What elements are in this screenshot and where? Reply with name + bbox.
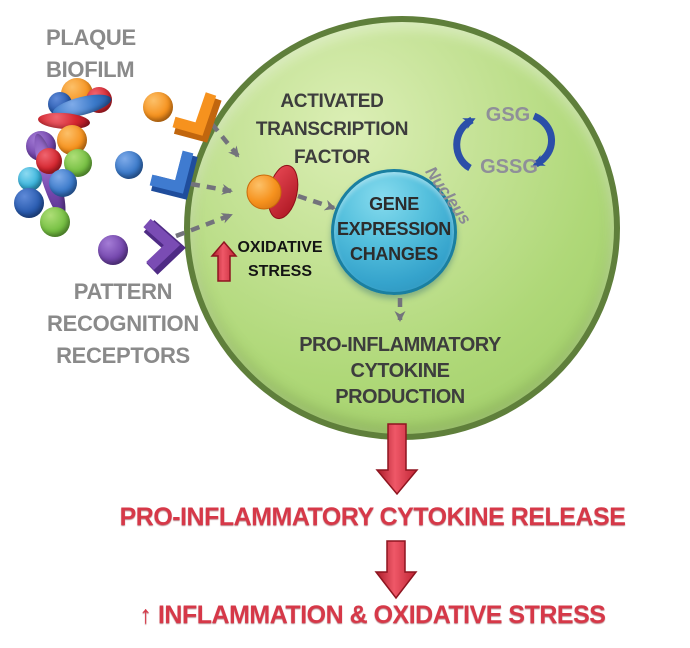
receptor-blue-icon xyxy=(149,150,198,200)
bacterium-sphere-icon xyxy=(14,188,44,218)
cytokine-production-line1: PRO-INFLAMMATORY xyxy=(299,334,501,356)
gene-expression-line2: EXPRESSION xyxy=(336,219,452,239)
ligand-purple-icon xyxy=(98,235,128,265)
signal-arrow-icons xyxy=(175,122,406,322)
receptor-orange-icon xyxy=(172,92,222,143)
transcription-factor-icon xyxy=(246,164,299,220)
inflammation-arrow-icon xyxy=(374,540,418,600)
plaque-biofilm-line1: PLAQUE xyxy=(46,25,136,50)
oxidative-stress-line1: OXIDATIVE xyxy=(237,239,323,256)
cytokine-production-line3: PRODUCTION xyxy=(335,386,465,408)
oxidative-stress-up-arrow-icon xyxy=(210,240,238,282)
atf-line2: TRANSCRIPTION xyxy=(255,119,409,140)
bacterium-sphere-icon xyxy=(18,167,42,191)
prr-line1: PATTERN xyxy=(73,279,173,304)
cytokine-production-label: PRO-INFLAMMATORY CYTOKINE PRODUCTION xyxy=(297,332,503,410)
plaque-biofilm-line2: BIOFILM xyxy=(46,57,135,82)
cytokine-release-arrow-icon xyxy=(375,423,419,496)
cytokine-release-label: PRO-INFLAMMATORY CYTOKINE RELEASE xyxy=(119,503,626,531)
receptor-purple-icon xyxy=(143,218,186,275)
oxidative-stress-line2: STRESS xyxy=(247,263,312,280)
gene-expression-line3: CHANGES xyxy=(350,244,438,264)
oxidative-stress-label: OXIDATIVE STRESS xyxy=(234,236,326,284)
ligand-orange-icon xyxy=(143,92,173,122)
gsg-label: GSG xyxy=(485,104,531,126)
prr-line2: RECOGNITION xyxy=(47,311,199,336)
gene-expression-line1: GENE xyxy=(369,194,419,214)
ligand-blue-icon xyxy=(115,151,143,179)
inflammation-oxidative-stress-label: ↑ INFLAMMATION & OXIDATIVE STRESS xyxy=(139,601,606,629)
atf-line1: ACTIVATED xyxy=(280,91,384,112)
cytokine-production-line2: CYTOKINE xyxy=(350,360,450,382)
activated-transcription-factor-label: ACTIVATED TRANSCRIPTION FACTOR xyxy=(227,88,437,172)
nucleus-circle xyxy=(331,169,457,295)
gssg-label: GSSG xyxy=(480,156,538,178)
bacterium-sphere-icon xyxy=(40,207,70,237)
plaque-biofilm-label: PLAQUE BIOFILM xyxy=(46,22,136,86)
atf-line3: FACTOR xyxy=(294,147,370,168)
prr-line3: RECEPTORS xyxy=(56,343,190,368)
pattern-recognition-receptors-label: PATTERN RECOGNITION RECEPTORS xyxy=(13,276,233,372)
glutathione-cycle-arrow-icons xyxy=(453,112,555,172)
gene-expression-changes-label: GENE EXPRESSION CHANGES xyxy=(332,192,456,267)
bacterium-sphere-icon xyxy=(49,169,77,197)
